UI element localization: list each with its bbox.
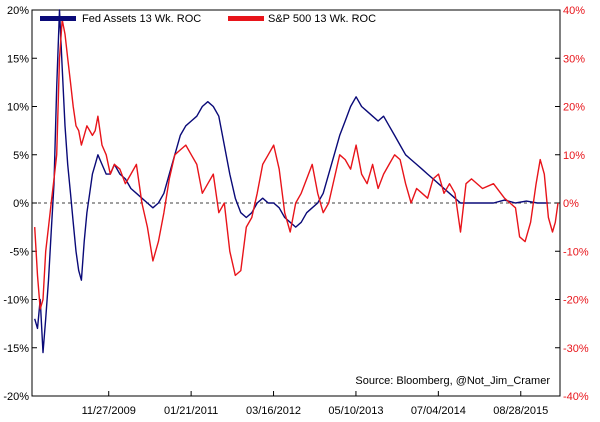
x-tick-label: 08/28/2015 bbox=[493, 405, 548, 417]
left-tick-label: -20% bbox=[3, 391, 29, 403]
left-tick-label: 0% bbox=[13, 198, 29, 210]
x-tick-label: 03/16/2012 bbox=[246, 405, 301, 417]
series-line-sp500 bbox=[34, 19, 559, 310]
right-axis: -40% -30% -20% -10% 0% 10% 20% 30% 40% bbox=[555, 5, 589, 403]
right-tick-label: -20% bbox=[563, 295, 589, 307]
left-tick-label: -5% bbox=[9, 246, 29, 258]
x-tick-label: 01/21/2011 bbox=[164, 405, 218, 417]
right-tick-label: -30% bbox=[563, 343, 589, 355]
series-layer bbox=[34, 9, 559, 354]
legend-label-fed-assets: Fed Assets 13 Wk. ROC bbox=[82, 13, 201, 25]
left-tick-label: 5% bbox=[13, 150, 29, 162]
right-tick-label: 20% bbox=[563, 102, 585, 114]
legend: Fed Assets 13 Wk. ROC S&P 500 13 Wk. ROC bbox=[40, 13, 376, 25]
series-line-fed-assets bbox=[34, 9, 549, 354]
left-axis: -20% -15% -10% -5% 0% 5% 10% 15% 20% bbox=[3, 5, 37, 403]
left-tick-label: 10% bbox=[7, 102, 29, 114]
right-tick-label: 40% bbox=[563, 5, 585, 17]
right-tick-label: -40% bbox=[563, 391, 589, 403]
legend-swatch-sp500 bbox=[228, 16, 264, 21]
x-axis: 11/27/2009 01/21/2011 03/16/2012 05/10/2013… bbox=[82, 391, 548, 417]
x-tick-label: 07/04/2014 bbox=[411, 405, 466, 417]
right-tick-label: -10% bbox=[563, 246, 589, 258]
legend-swatch-fed-assets bbox=[40, 16, 76, 21]
left-tick-label: -10% bbox=[3, 295, 29, 307]
x-tick-label: 05/10/2013 bbox=[328, 405, 383, 417]
left-tick-label: 20% bbox=[7, 5, 29, 17]
left-tick-label: 15% bbox=[7, 53, 29, 65]
legend-label-sp500: S&P 500 13 Wk. ROC bbox=[268, 13, 376, 25]
source-annotation: Source: Bloomberg, @Not_Jim_Cramer bbox=[355, 375, 550, 387]
x-tick-label: 11/27/2009 bbox=[82, 405, 136, 417]
right-tick-label: 30% bbox=[563, 53, 585, 65]
right-tick-label: 10% bbox=[563, 150, 585, 162]
right-tick-label: 0% bbox=[563, 198, 579, 210]
left-tick-label: -15% bbox=[3, 343, 29, 355]
